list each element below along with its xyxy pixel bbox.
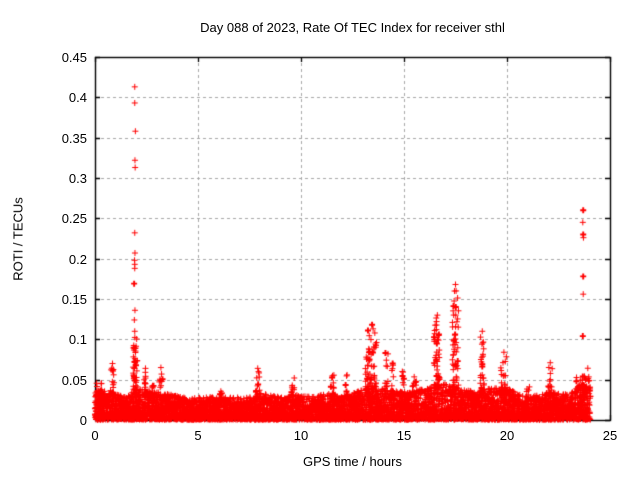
y-tick-label: 0.35 — [61, 130, 87, 146]
y-tick-label: 0.3 — [68, 171, 87, 186]
x-tick-label: 15 — [396, 428, 412, 443]
y-tick-label: 0.2 — [68, 251, 87, 267]
y-tick-label: 0.25 — [61, 211, 87, 227]
x-tick-label: 25 — [602, 428, 618, 443]
y-tick-label: 0.15 — [61, 292, 87, 307]
x-tick-label: 5 — [194, 428, 202, 443]
chart-title: Day 088 of 2023, Rate Of TEC Index for r… — [200, 20, 505, 35]
x-tick-label: 10 — [293, 428, 309, 443]
y-tick-label: 0.4 — [68, 90, 87, 106]
x-axis-label: GPS time / hours — [303, 454, 402, 469]
y-tick-label: 0.1 — [68, 332, 87, 348]
x-tick-label: 20 — [499, 428, 515, 443]
x-tick-label: 0 — [91, 428, 99, 443]
y-tick-label: 0 — [79, 413, 87, 428]
y-axis-label: ROTI / TECUs — [10, 197, 26, 281]
y-tick-label: 0.45 — [61, 50, 87, 65]
y-tick-label: 0.05 — [61, 372, 87, 388]
